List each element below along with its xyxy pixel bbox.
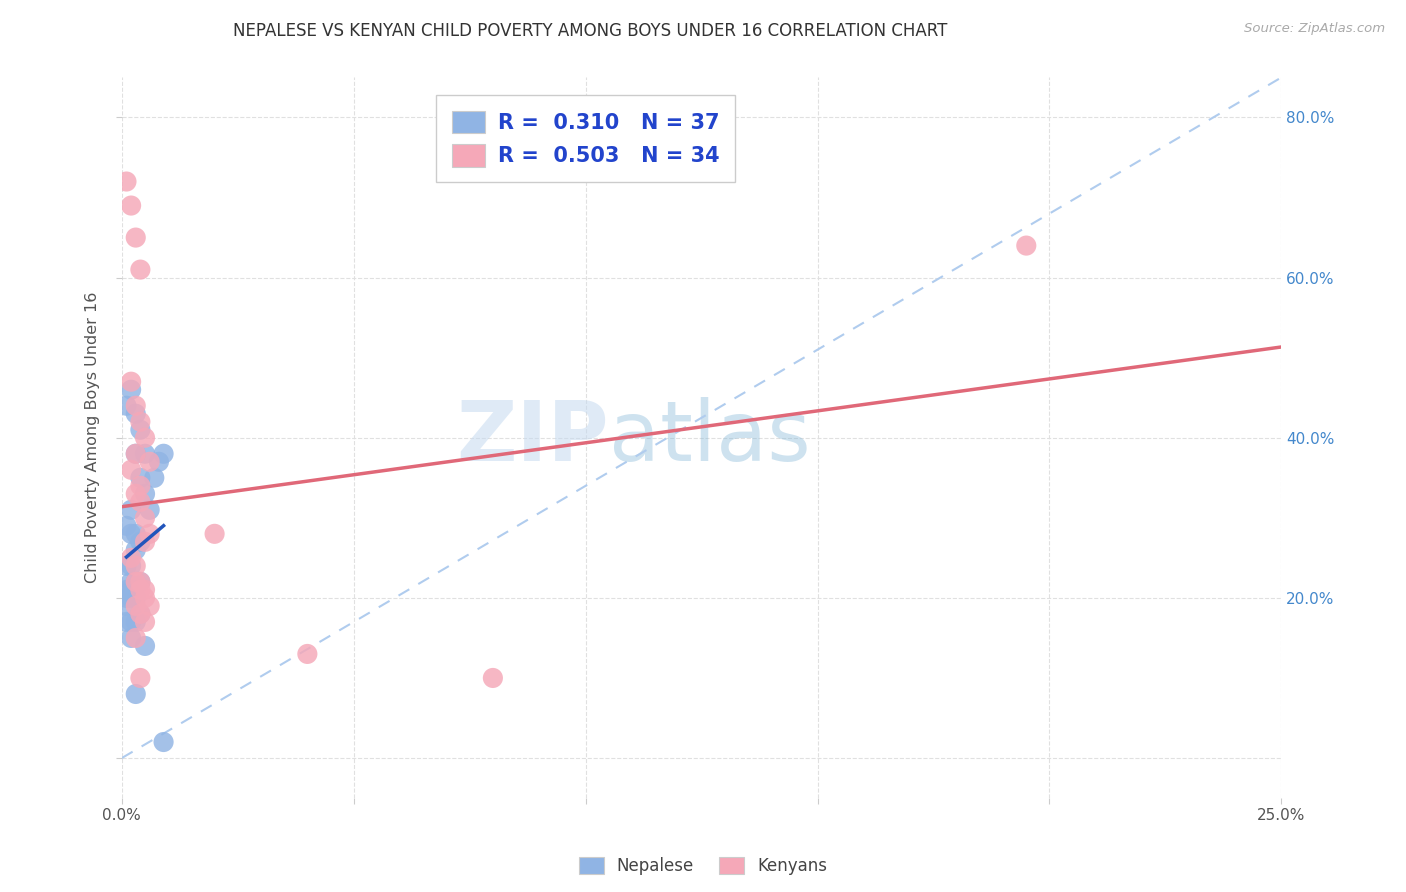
Point	[125, 526, 148, 541]
Y-axis label: Child Poverty Among Boys Under 16: Child Poverty Among Boys Under 16	[86, 292, 100, 583]
Point	[120, 375, 142, 389]
Point	[125, 574, 148, 589]
Point	[129, 574, 152, 589]
Point	[129, 471, 152, 485]
Point	[482, 671, 505, 685]
Point	[129, 262, 152, 277]
Point	[1015, 238, 1038, 252]
Text: ZIP: ZIP	[457, 397, 609, 478]
Point	[129, 495, 152, 509]
Point	[138, 599, 160, 613]
Point	[129, 534, 152, 549]
Point	[125, 615, 148, 629]
Point	[148, 455, 170, 469]
Point	[134, 511, 156, 525]
Point	[125, 631, 148, 645]
Point	[120, 631, 142, 645]
Point	[120, 582, 142, 597]
Point	[120, 615, 142, 629]
Point	[125, 230, 148, 244]
Point	[129, 582, 152, 597]
Point	[125, 542, 148, 557]
Point	[134, 534, 156, 549]
Point	[134, 591, 156, 605]
Point	[125, 487, 148, 501]
Point	[115, 599, 138, 613]
Point	[115, 591, 138, 605]
Point	[129, 607, 152, 621]
Point	[138, 526, 160, 541]
Point	[134, 487, 156, 501]
Point	[125, 447, 148, 461]
Point	[120, 558, 142, 573]
Point	[125, 687, 148, 701]
Point	[129, 423, 152, 437]
Point	[125, 399, 148, 413]
Point	[125, 558, 148, 573]
Point	[125, 591, 148, 605]
Point	[134, 582, 156, 597]
Point	[129, 415, 152, 429]
Point	[297, 647, 319, 661]
Legend: Nepalese, Kenyans: Nepalese, Kenyans	[572, 850, 834, 882]
Point	[125, 599, 148, 613]
Point	[152, 447, 174, 461]
Point	[129, 671, 152, 685]
Point	[143, 471, 166, 485]
Point	[125, 407, 148, 421]
Point	[115, 518, 138, 533]
Point	[120, 574, 142, 589]
Point	[204, 526, 226, 541]
Point	[138, 503, 160, 517]
Text: atlas: atlas	[609, 397, 811, 478]
Point	[129, 479, 152, 493]
Point	[120, 550, 142, 565]
Point	[120, 591, 142, 605]
Point	[134, 447, 156, 461]
Point	[120, 198, 142, 212]
Point	[115, 558, 138, 573]
Point	[115, 175, 138, 189]
Point	[134, 431, 156, 445]
Point	[138, 455, 160, 469]
Point	[134, 639, 156, 653]
Point	[120, 383, 142, 397]
Point	[125, 574, 148, 589]
Point	[120, 526, 142, 541]
Point	[152, 735, 174, 749]
Point	[129, 607, 152, 621]
Legend: R =  0.310   N = 37, R =  0.503   N = 34: R = 0.310 N = 37, R = 0.503 N = 34	[436, 95, 735, 182]
Point	[120, 463, 142, 477]
Point	[115, 582, 138, 597]
Point	[115, 615, 138, 629]
Point	[120, 503, 142, 517]
Point	[125, 447, 148, 461]
Point	[129, 574, 152, 589]
Text: Source: ZipAtlas.com: Source: ZipAtlas.com	[1244, 22, 1385, 36]
Point	[134, 615, 156, 629]
Point	[115, 399, 138, 413]
Text: NEPALESE VS KENYAN CHILD POVERTY AMONG BOYS UNDER 16 CORRELATION CHART: NEPALESE VS KENYAN CHILD POVERTY AMONG B…	[233, 22, 948, 40]
